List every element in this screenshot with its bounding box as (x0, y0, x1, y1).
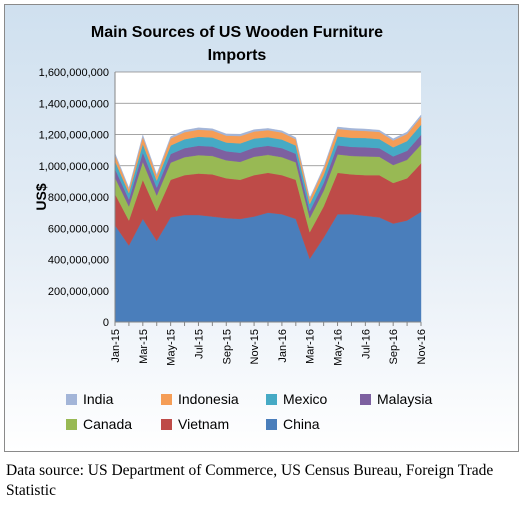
y-tick-label: 800,000,000 (48, 192, 109, 204)
x-tick-label: Nov-16 (416, 329, 428, 364)
y-tick-label: 1,600,000,000 (39, 67, 109, 79)
legend-label-indonesia: Indonesia (178, 391, 239, 407)
x-tick-label: Jul-15 (193, 329, 205, 359)
x-tick-label: Sep-16 (388, 329, 400, 364)
x-tick-label: Nov-15 (249, 329, 261, 364)
y-tick-label: 1,200,000,000 (39, 130, 109, 142)
legend-label-canada: Canada (83, 416, 132, 432)
legend-label-mexico: Mexico (283, 391, 328, 407)
legend-swatch-malaysia (360, 394, 371, 405)
x-tick-label: Jul-16 (360, 329, 372, 359)
legend-swatch-mexico (266, 394, 277, 405)
x-tick-label: Jan-16 (277, 329, 289, 363)
x-tick-label: Sep-15 (221, 329, 233, 364)
x-tick-label: Mar-15 (138, 329, 150, 364)
legend-swatch-vietnam (161, 419, 172, 430)
data-source-caption: Data source: US Department of Commerce, … (6, 462, 494, 499)
y-tick-label: 1,000,000,000 (39, 161, 109, 173)
legend-label-china: China (283, 416, 320, 432)
y-axis-label: US$ (33, 183, 49, 210)
y-tick-label: 600,000,000 (48, 223, 109, 235)
x-tick-label: Mar-16 (305, 329, 317, 364)
x-tick-label: May-16 (333, 329, 345, 366)
x-tick-label: May-15 (166, 329, 178, 366)
y-tick-label: 0 (103, 317, 109, 329)
chart-title-line: Main Sources of US Wooden Furniture (91, 24, 383, 41)
x-tick-label: Jan-15 (110, 329, 122, 363)
legend-swatch-canada (66, 419, 77, 430)
legend-swatch-indonesia (161, 394, 172, 405)
legend-label-malaysia: Malaysia (377, 391, 432, 407)
y-tick-label: 1,400,000,000 (39, 98, 109, 110)
chart-title-line: Imports (208, 47, 267, 64)
legend-label-india: India (83, 391, 114, 407)
legend-swatch-india (66, 394, 77, 405)
area-series-india (114, 114, 422, 200)
legend-label-vietnam: Vietnam (178, 416, 229, 432)
y-tick-label: 200,000,000 (48, 286, 109, 298)
legend-swatch-china (266, 419, 277, 430)
chart-svg: Main Sources of US Wooden Furniture Impor… (33, 24, 432, 432)
y-tick-label: 400,000,000 (48, 255, 109, 267)
